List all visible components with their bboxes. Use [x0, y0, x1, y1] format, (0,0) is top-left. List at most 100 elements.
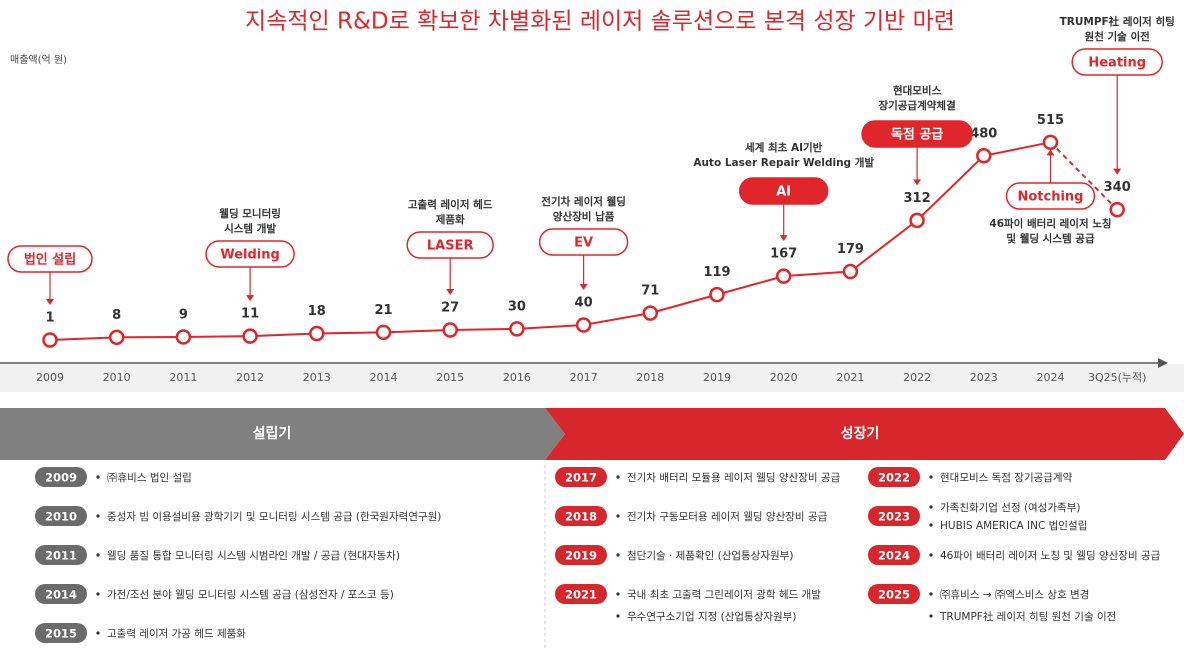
note: 원천 기술 이전 — [1085, 30, 1150, 43]
value-label: 18 — [308, 304, 326, 319]
value-label: 21 — [374, 303, 392, 318]
year-badge — [35, 545, 87, 565]
year-badge — [555, 506, 607, 526]
arrow-head — [779, 235, 788, 242]
value-label: 312 — [904, 191, 931, 206]
year-badge — [35, 467, 87, 487]
year-badge — [555, 545, 607, 565]
x-tick-label: 2023 — [970, 371, 998, 384]
bullet — [616, 553, 620, 557]
point — [775, 268, 792, 284]
line — [49, 141, 1051, 342]
x-tick-label: 2015 — [436, 371, 464, 384]
badge-label: EV — [574, 236, 593, 251]
bullet — [616, 475, 620, 479]
point — [42, 332, 58, 348]
phase-bar — [545, 408, 1184, 460]
point — [709, 286, 725, 303]
note: Auto Laser Repair Welding 개발 — [693, 156, 874, 169]
bullet — [96, 475, 100, 479]
x-tick-label: 2009 — [36, 371, 64, 384]
x-tick-label: 2011 — [169, 371, 197, 384]
year-badge — [868, 584, 920, 604]
bullet — [616, 592, 620, 596]
year-label: 2014 — [45, 588, 77, 602]
point — [242, 328, 258, 344]
x-tick-label: 2018 — [636, 371, 664, 384]
bullet — [929, 505, 933, 509]
badge-label: LASER — [427, 239, 474, 254]
value-label: 167 — [770, 247, 797, 262]
year-band — [0, 364, 1184, 392]
point — [442, 322, 458, 338]
value-label: 30 — [508, 299, 526, 314]
point — [309, 325, 325, 342]
phase-label: 성장기 — [841, 425, 880, 442]
bullet — [929, 553, 933, 557]
value-label: 11 — [241, 307, 259, 322]
bullet — [96, 631, 100, 635]
badge-label: Welding — [220, 248, 279, 263]
year-badge — [555, 584, 607, 604]
year-label: 2018 — [565, 510, 597, 524]
milestone-text: 전기차 구동모터용 레이저 웰딩 양산장비 공급 — [627, 511, 828, 523]
badge-label: 독점 공급 — [891, 128, 943, 143]
badge-label: 법인 설립 — [24, 252, 76, 268]
year-label: 2024 — [878, 549, 910, 563]
note: TRUMPF社 레이저 히팅 — [1060, 15, 1175, 28]
milestone-text: 전기차 배터리 모듈용 레이저 웰딩 양산장비 공급 — [627, 472, 841, 484]
value-label: 179 — [837, 242, 864, 257]
value-label: 27 — [441, 301, 459, 316]
x-tick-label: 2019 — [703, 371, 731, 384]
bullet — [616, 614, 620, 618]
bullet — [96, 514, 100, 518]
bullet — [96, 592, 100, 596]
note: 고출력 레이저 헤드 — [408, 198, 493, 211]
axis-arrow — [1158, 358, 1168, 368]
x-tick-label: 2014 — [370, 371, 398, 384]
note: 46파이 배터리 레이저 노칭 — [989, 217, 1111, 230]
bullet — [929, 592, 933, 596]
arrow-head — [1046, 149, 1055, 156]
year-label: 2009 — [45, 471, 77, 485]
year-badge — [35, 506, 87, 526]
point — [976, 148, 992, 164]
value-label: 119 — [703, 265, 730, 280]
milestone-text: 가족친화기업 선정 (여성가족부) — [940, 501, 1080, 514]
year-label: 2023 — [878, 510, 910, 524]
year-label: 2025 — [878, 588, 910, 602]
milestone-text: 가전/조선 분야 웰딩 모니터링 시스템 공급 (삼성전자 / 포스코 등) — [107, 588, 394, 601]
chart-title: 지속적인 R&D로 확보한 차별화된 레이저 솔루션으로 본격 성장 기반 마련 — [245, 9, 955, 35]
x-tick-label: 2012 — [236, 371, 264, 384]
year-label: 2017 — [565, 471, 597, 485]
point — [175, 329, 192, 345]
badge-label: AI — [776, 185, 791, 200]
arrow-head — [1113, 168, 1122, 175]
year-label: 2019 — [565, 549, 597, 563]
bullet — [929, 523, 933, 527]
milestone-text: 고출력 레이저 가공 헤드 제품화 — [107, 627, 246, 640]
arrow-head — [446, 289, 455, 296]
arrow-head — [46, 299, 54, 306]
arrow-head — [913, 179, 922, 186]
bullet — [929, 614, 933, 618]
x-tick-label: 3Q25(누적) — [1088, 371, 1146, 384]
milestone-text: 46파이 배터리 레이저 노칭 및 웰딩 양산장비 공급 — [940, 550, 1161, 562]
value-label: 9 — [179, 307, 188, 322]
x-tick-label: 2024 — [1037, 371, 1065, 384]
y-axis-label: 매출액(억 원) — [10, 54, 67, 66]
x-tick-label: 2022 — [903, 371, 931, 384]
x-tick-label: 2017 — [570, 371, 598, 384]
year-badge — [35, 584, 87, 604]
x-tick-label: 2021 — [836, 371, 864, 384]
point — [375, 324, 392, 341]
phase-bar — [0, 408, 565, 460]
point — [842, 263, 859, 280]
milestone-text: TRUMPF社 레이저 히팅 원천 기술 이전 — [939, 610, 1116, 623]
point — [909, 212, 925, 229]
arrow-head — [246, 295, 255, 302]
note: 제품화 — [436, 213, 465, 226]
point — [1042, 134, 1059, 151]
milestone-text: 국내 최초 고출력 그린레이저 광학 헤드 개발 — [627, 588, 821, 601]
milestone-text: 웰딩 품질 통합 모니터링 시스템 시범라인 개발 / 공급 (현대자동차) — [107, 550, 400, 562]
